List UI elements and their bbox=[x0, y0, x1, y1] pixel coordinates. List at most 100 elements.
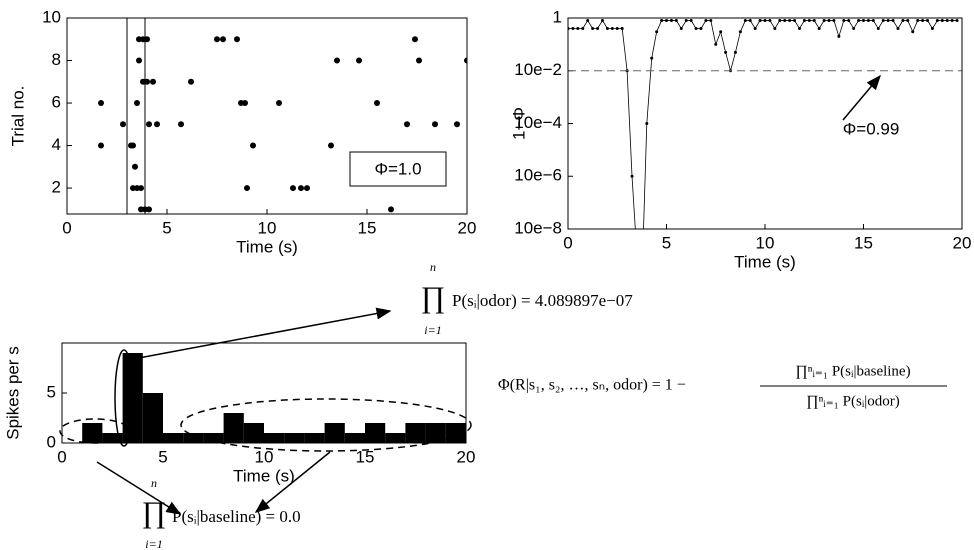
bar bbox=[445, 423, 466, 443]
point bbox=[571, 26, 575, 30]
point bbox=[669, 19, 673, 23]
point bbox=[945, 19, 949, 23]
y-tick-label: 0 bbox=[47, 432, 56, 451]
point bbox=[610, 26, 614, 30]
box-label: Φ=1.0 bbox=[374, 159, 421, 178]
point bbox=[886, 19, 890, 23]
point bbox=[679, 26, 683, 30]
point bbox=[334, 57, 340, 64]
point bbox=[138, 185, 144, 192]
label-box bbox=[349, 151, 447, 187]
point bbox=[136, 57, 142, 64]
point bbox=[935, 19, 939, 23]
product: ∏ bbox=[421, 281, 446, 314]
point bbox=[871, 19, 875, 23]
y-axis-label: 1−Φ bbox=[509, 107, 528, 140]
point bbox=[719, 30, 723, 34]
point bbox=[758, 19, 762, 23]
point bbox=[817, 26, 821, 30]
point bbox=[684, 19, 688, 23]
x-axis-label: Time (s) bbox=[734, 252, 796, 271]
point bbox=[374, 100, 380, 107]
x-tick-label: 15 bbox=[854, 233, 873, 252]
point bbox=[120, 121, 126, 128]
point bbox=[150, 78, 156, 85]
point bbox=[650, 56, 654, 60]
point bbox=[926, 19, 930, 23]
point bbox=[298, 185, 304, 192]
bar bbox=[183, 433, 204, 443]
y-tick-label: 4 bbox=[52, 135, 61, 154]
frame bbox=[66, 17, 468, 215]
ellipse bbox=[180, 398, 472, 452]
y-tick-label: 10e−6 bbox=[514, 166, 562, 185]
plot-area bbox=[568, 19, 959, 229]
point bbox=[134, 100, 140, 107]
bar bbox=[344, 433, 365, 443]
point bbox=[807, 19, 811, 23]
x-tick-label: 5 bbox=[662, 233, 671, 252]
point bbox=[416, 57, 422, 64]
point bbox=[404, 121, 410, 128]
product-upper: n bbox=[430, 260, 436, 274]
point bbox=[234, 36, 240, 43]
x-tick-label: 5 bbox=[158, 447, 167, 466]
point bbox=[645, 122, 649, 125]
point bbox=[591, 26, 595, 30]
y-tick-label: 2 bbox=[52, 178, 61, 197]
point bbox=[98, 100, 104, 107]
bar bbox=[223, 413, 244, 443]
point bbox=[388, 206, 394, 213]
arrow bbox=[842, 74, 881, 121]
point bbox=[146, 206, 152, 213]
point bbox=[827, 19, 831, 23]
x-tick-label: 20 bbox=[953, 233, 972, 252]
point bbox=[432, 121, 438, 128]
x-tick-label: 10 bbox=[258, 218, 277, 237]
point bbox=[793, 19, 797, 23]
frame bbox=[61, 342, 467, 444]
point bbox=[596, 26, 600, 30]
point bbox=[896, 26, 900, 30]
point bbox=[738, 30, 742, 34]
y-tick-label: 8 bbox=[52, 50, 61, 69]
x-tick-label: 20 bbox=[458, 218, 477, 237]
y-axis-label: Trial no. bbox=[8, 86, 27, 147]
x-tick-label: 10 bbox=[255, 447, 274, 466]
point bbox=[250, 142, 256, 149]
phi-numerator: ∏ⁿᵢ₌₁ P(sᵢ|baseline) bbox=[795, 363, 910, 379]
bar bbox=[203, 433, 224, 443]
point bbox=[630, 174, 634, 178]
point bbox=[832, 19, 836, 23]
bar bbox=[304, 433, 325, 443]
point bbox=[916, 19, 920, 23]
point bbox=[655, 30, 659, 34]
point bbox=[797, 26, 801, 30]
product: ∏ bbox=[142, 496, 167, 529]
point bbox=[857, 19, 861, 23]
point bbox=[802, 19, 806, 23]
y-tick-label: 5 bbox=[47, 382, 56, 401]
point bbox=[290, 185, 296, 192]
bar bbox=[102, 433, 123, 443]
point bbox=[911, 30, 915, 34]
point bbox=[98, 142, 104, 149]
point bbox=[852, 26, 856, 30]
point bbox=[220, 36, 226, 43]
point bbox=[154, 121, 160, 128]
point bbox=[600, 19, 604, 23]
reference-label: Φ=0.99 bbox=[843, 119, 900, 138]
y-axis-label: Spikes per s bbox=[3, 346, 22, 440]
point bbox=[132, 163, 138, 170]
point bbox=[788, 19, 792, 23]
point bbox=[866, 19, 870, 23]
bar bbox=[365, 423, 386, 443]
bar bbox=[122, 353, 143, 443]
point bbox=[464, 57, 467, 64]
bar bbox=[82, 423, 103, 443]
point bbox=[724, 50, 728, 54]
bar bbox=[425, 423, 446, 443]
y-tick-label: 10 bbox=[42, 7, 61, 26]
phi-denominator: ∏ⁿᵢ₌₁ P(sᵢ|odor) bbox=[806, 393, 900, 409]
